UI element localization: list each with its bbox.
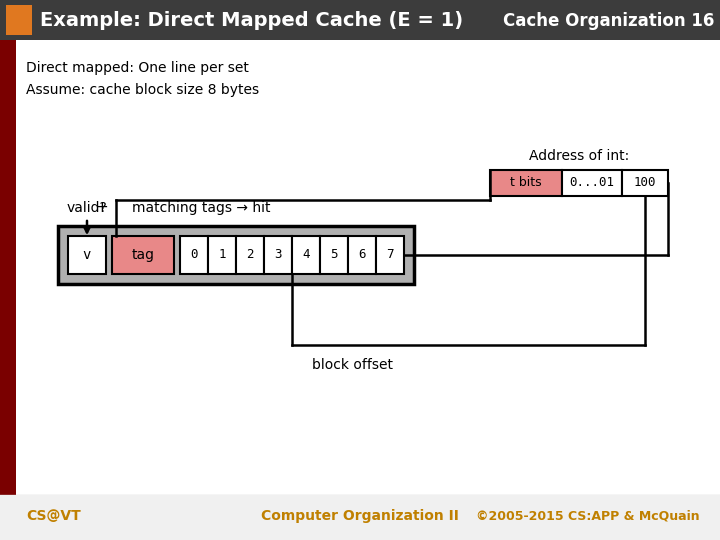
Bar xyxy=(0,40,720,500)
Text: 3: 3 xyxy=(274,248,282,261)
Text: block offset: block offset xyxy=(312,358,392,372)
Text: Direct mapped: One line per set: Direct mapped: One line per set xyxy=(26,61,249,75)
Text: CS@VT: CS@VT xyxy=(26,509,81,523)
Bar xyxy=(0,495,720,540)
Text: 6: 6 xyxy=(359,248,366,261)
Text: 7: 7 xyxy=(386,248,394,261)
Bar xyxy=(68,236,106,274)
Text: 100: 100 xyxy=(634,177,656,190)
Bar xyxy=(320,236,348,274)
Bar xyxy=(0,40,16,500)
Text: 1: 1 xyxy=(218,248,226,261)
Bar xyxy=(0,0,720,40)
Text: 0...01: 0...01 xyxy=(570,177,614,190)
Bar xyxy=(112,236,174,274)
Text: tag: tag xyxy=(132,248,155,262)
Bar xyxy=(264,236,292,274)
Text: valid?: valid? xyxy=(67,201,107,215)
Text: ©2005-2015 CS:APP & McQuain: ©2005-2015 CS:APP & McQuain xyxy=(477,510,700,523)
Text: Assume: cache block size 8 bytes: Assume: cache block size 8 bytes xyxy=(26,83,259,97)
Bar xyxy=(208,236,236,274)
Bar xyxy=(180,236,208,274)
Bar xyxy=(562,170,622,196)
Text: v: v xyxy=(83,248,91,262)
Text: 2: 2 xyxy=(246,248,253,261)
Text: 4: 4 xyxy=(302,248,310,261)
Bar xyxy=(376,236,404,274)
Text: Computer Organization II: Computer Organization II xyxy=(261,509,459,523)
Text: 5: 5 xyxy=(330,248,338,261)
Bar xyxy=(236,236,264,274)
Text: Cache Organization 16: Cache Organization 16 xyxy=(503,12,714,30)
Text: +: + xyxy=(96,200,109,215)
Bar xyxy=(58,226,414,284)
Bar xyxy=(348,236,376,274)
Text: Address of int:: Address of int: xyxy=(529,149,629,163)
Bar xyxy=(292,236,320,274)
Bar xyxy=(490,170,562,196)
Bar xyxy=(6,5,32,35)
Bar xyxy=(622,170,668,196)
Text: t bits: t bits xyxy=(510,177,542,190)
Text: Example: Direct Mapped Cache (E = 1): Example: Direct Mapped Cache (E = 1) xyxy=(40,11,463,30)
Text: matching tags → hit: matching tags → hit xyxy=(132,201,271,215)
Text: 0: 0 xyxy=(190,248,198,261)
